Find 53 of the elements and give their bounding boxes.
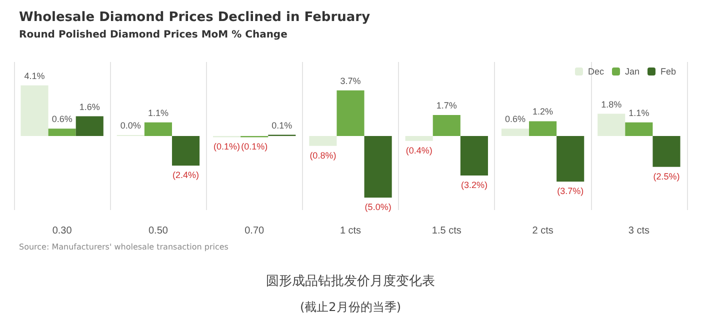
data-label: 1.1%: [148, 108, 168, 118]
data-label: (0.8%): [310, 150, 336, 160]
bar: [652, 136, 680, 167]
data-label: (2.5%): [653, 171, 680, 182]
x-tick-label: 2 cts: [532, 226, 554, 236]
x-tick-label: 1 cts: [340, 226, 362, 236]
x-tick-label: 3 cts: [628, 226, 650, 236]
bar: [405, 136, 433, 141]
bar: [364, 136, 392, 198]
legend-label: Jan: [624, 66, 640, 76]
data-label: (0.1%): [214, 142, 240, 152]
data-label: (2.4%): [172, 170, 200, 180]
bar: [309, 136, 337, 146]
bar: [625, 122, 653, 136]
x-tick-label: 0.30: [52, 226, 72, 236]
bar: [76, 116, 104, 136]
data-label: (3.7%): [557, 186, 584, 196]
bar: [529, 121, 557, 136]
data-label: 1.7%: [436, 100, 457, 111]
data-label: 1.8%: [601, 99, 622, 110]
x-tick-label: 1.5 cts: [432, 226, 462, 236]
data-label: (5.0%): [364, 202, 392, 212]
data-label: 0.6%: [52, 114, 72, 124]
bar: [144, 122, 172, 136]
bar: [501, 128, 530, 136]
data-label: 1.1%: [628, 108, 650, 118]
text: 圆形成品钻批发价月度变化表: [266, 273, 435, 289]
bar: [20, 85, 48, 136]
chart-subtitle: Round Polished Diamond Prices MoM % Change: [19, 30, 288, 40]
source-note: Source: Manufacturers' wholesale transaction prices: [19, 242, 228, 252]
bar: [460, 136, 488, 176]
legend-label: Feb: [660, 66, 676, 76]
bar: [598, 114, 626, 136]
data-label: 1.2%: [532, 106, 554, 117]
data-label: (0.1%): [241, 142, 268, 152]
chart-title: Wholesale Diamond Prices Declined in February: [19, 10, 371, 25]
data-label: 0.1%: [272, 120, 292, 130]
text: (截止2月份的当季): [300, 300, 401, 314]
data-label: 0.6%: [504, 114, 526, 124]
data-label: 4.1%: [24, 70, 45, 81]
data-label: 0.0%: [120, 120, 141, 130]
x-tick-label: 0.50: [148, 226, 168, 236]
bar: [432, 115, 460, 136]
data-label: (3.2%): [460, 180, 488, 190]
data-label: 3.7%: [340, 76, 361, 86]
legend-label: Dec: [588, 66, 604, 76]
bar: [172, 136, 200, 166]
x-tick-label: 0.70: [244, 226, 265, 236]
bar: [48, 128, 76, 136]
bar: [336, 90, 364, 136]
bar: [556, 136, 584, 182]
data-label: 1.6%: [79, 102, 100, 112]
data-label: (0.4%): [406, 145, 432, 156]
